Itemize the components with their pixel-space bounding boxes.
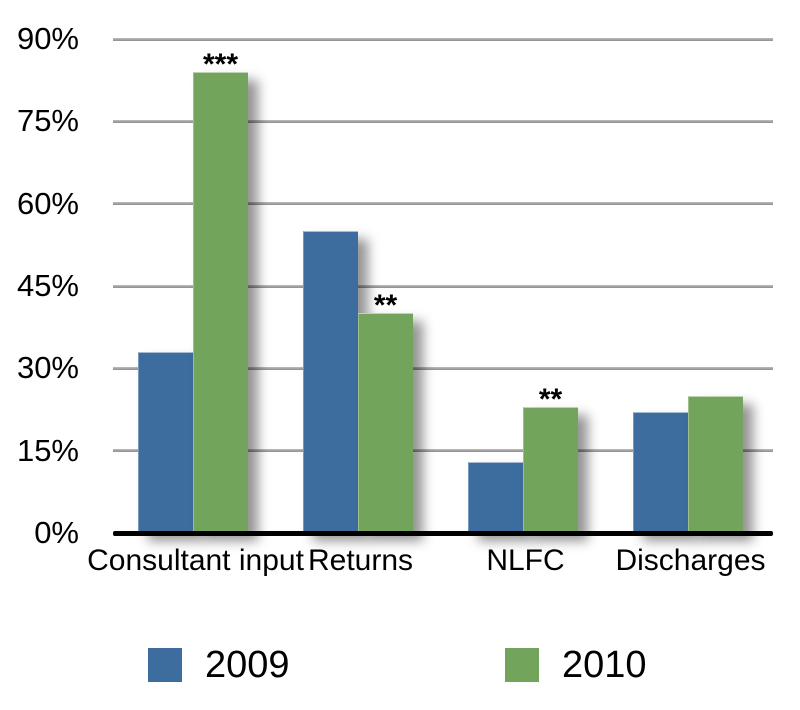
legend-label: 2010 — [562, 644, 647, 686]
significance-marker: ** — [373, 289, 398, 323]
category-group: ** — [278, 39, 443, 533]
x-tick-label: Consultant input — [87, 544, 304, 577]
category-group: ** — [443, 39, 608, 533]
y-tick-label: 90% — [16, 21, 79, 56]
gridline-75% — [113, 119, 773, 123]
gridline-45% — [113, 284, 773, 288]
y-tick-label: 45% — [16, 268, 79, 303]
significance-marker: *** — [202, 47, 239, 81]
bar-2009 — [138, 351, 193, 533]
category-group: *** — [113, 39, 278, 533]
legend-swatch-2009 — [148, 648, 182, 682]
legend-swatch-2010 — [505, 648, 539, 682]
legend-label: 2009 — [205, 644, 290, 686]
category-group — [608, 39, 773, 533]
x-tick-label: NLFC — [486, 544, 565, 577]
bar-2009 — [303, 231, 358, 533]
legend-item-2009: 2009 — [148, 644, 290, 686]
x-axis-labels: Consultant input Returns NLFC Discharges — [0, 544, 800, 584]
gridline-15% — [113, 449, 773, 453]
legend-item-2010: 2010 — [505, 644, 647, 686]
y-tick-label: 75% — [16, 103, 79, 139]
plot-area: *** ** ** — [113, 37, 773, 533]
x-tick-label: Returns — [307, 544, 414, 577]
x-tick-label: Discharges — [615, 544, 766, 577]
bar-2010 — [523, 406, 578, 533]
legend: 2009 2010 — [0, 644, 800, 688]
bar-2010 — [358, 313, 413, 533]
bar-2010 — [688, 395, 743, 533]
gridline-60% — [113, 202, 773, 206]
bar-2009 — [468, 461, 523, 533]
significance-marker: ** — [538, 382, 563, 416]
y-axis-labels: 0% 15% 30% 45% 60% 75% 90% — [0, 21, 79, 550]
gridline-30% — [113, 366, 773, 370]
y-tick-label: 30% — [16, 350, 79, 386]
gridline-90% — [113, 37, 773, 41]
y-tick-label: 15% — [16, 432, 79, 468]
bar-2010 — [193, 71, 248, 533]
x-axis-line — [113, 531, 773, 536]
y-tick-label: 60% — [16, 185, 79, 221]
bar-2009 — [633, 412, 688, 533]
y-tick-label: 0% — [34, 515, 79, 550]
